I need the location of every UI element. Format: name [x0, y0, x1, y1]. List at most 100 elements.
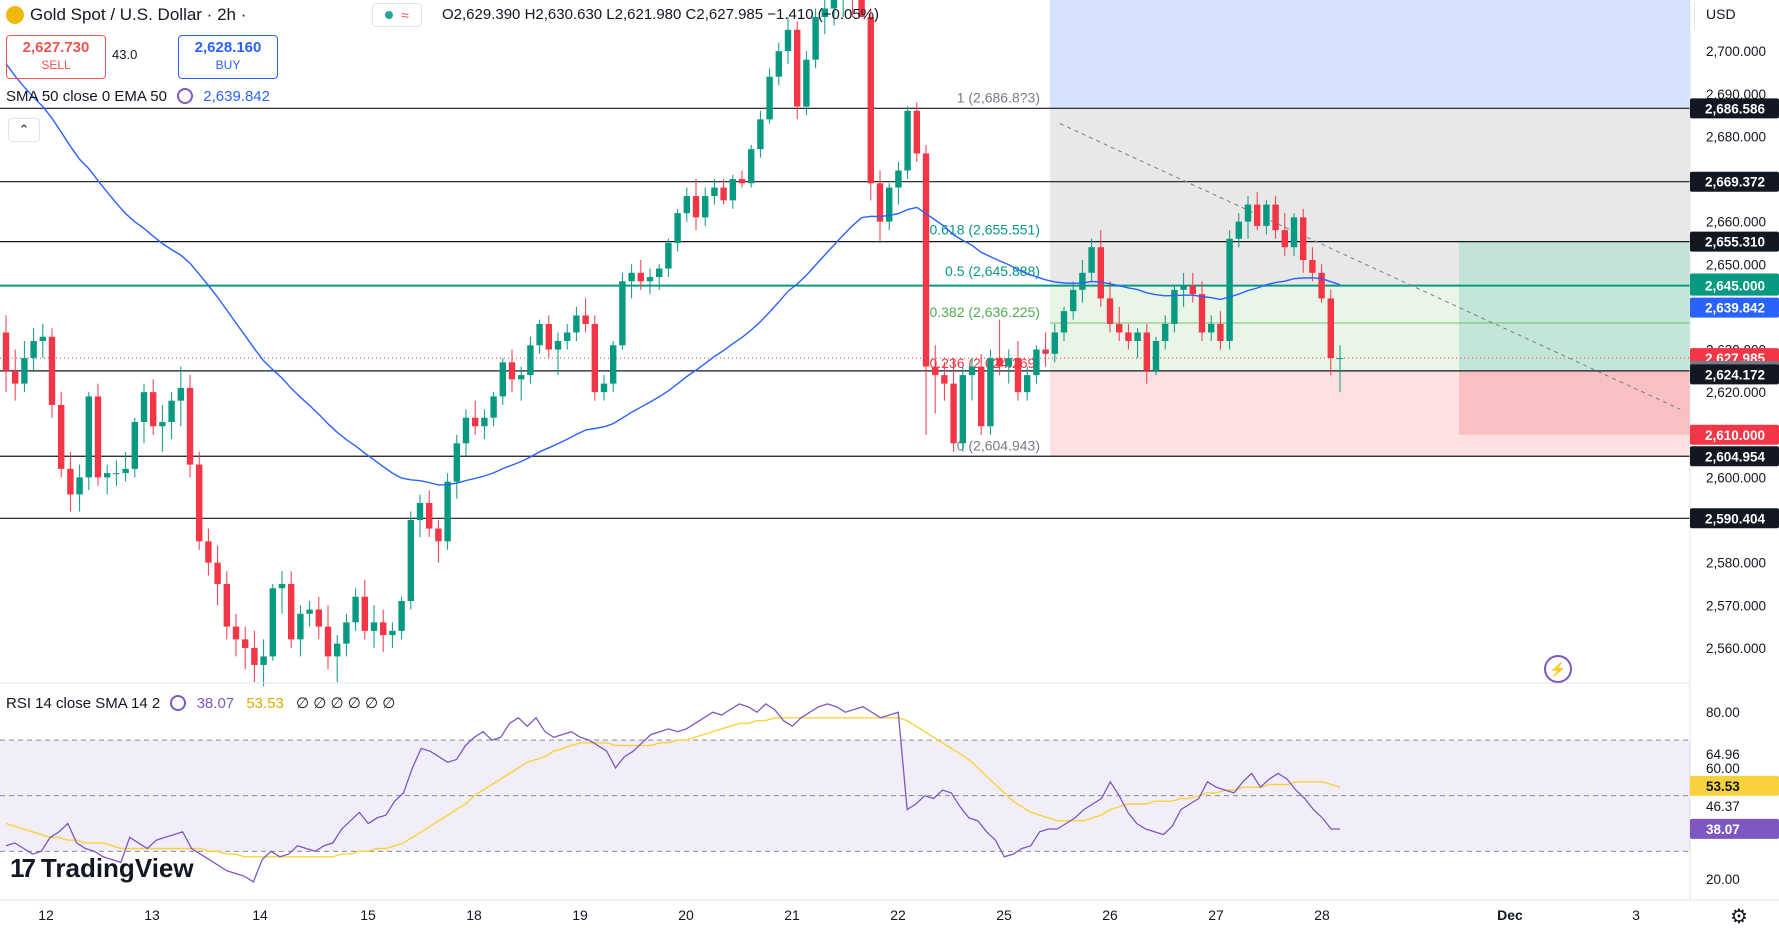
price-tick-label: 2,700.000: [1706, 44, 1766, 59]
tradingview-mark-icon: 17: [10, 853, 36, 883]
refresh-icon[interactable]: [177, 88, 194, 104]
candle-body: [830, 0, 838, 9]
price-badge-label: 2,645.000: [1705, 279, 1765, 294]
candle-body: [711, 187, 718, 197]
rsi-tick-label: 64.96: [1706, 747, 1740, 762]
refresh-icon[interactable]: [170, 695, 187, 711]
price-badge: [1690, 275, 1779, 296]
candle-body: [1060, 311, 1068, 333]
price-tick-label: 2,660.000: [1706, 215, 1766, 230]
candle-body: [794, 29, 801, 107]
rsi-badge-label: 38.07: [1706, 822, 1740, 837]
candle-body: [1162, 323, 1169, 341]
candle-body: [122, 468, 129, 474]
buy-button[interactable]: 2,628.160 BUY: [178, 35, 278, 79]
tradingview-logo[interactable]: 17 TradingView: [10, 853, 194, 884]
candle-body: [453, 443, 460, 482]
candle-body: [904, 110, 911, 171]
candle-body: [150, 392, 157, 427]
candle-body: [941, 375, 948, 384]
candle-body: [978, 366, 985, 427]
candle-body: [895, 170, 902, 188]
candle-body: [223, 583, 230, 627]
rsi-sma-line: [5, 717, 1341, 858]
candle-body: [1336, 358, 1344, 360]
candle-body: [628, 272, 635, 282]
candle-body: [784, 29, 792, 52]
candle-body: [1272, 204, 1279, 231]
time-tick-label: 28: [1314, 907, 1330, 923]
candle-body: [1051, 332, 1058, 354]
rsi-badge: [1690, 775, 1779, 796]
time-tick-label: Dec: [1497, 907, 1523, 923]
candle-body: [140, 392, 148, 422]
candle-body: [306, 609, 313, 614]
candle-body: [1116, 323, 1123, 333]
candle-body: [536, 323, 543, 346]
symbol-title[interactable]: Gold Spot / U.S. Dollar · 2h ·: [30, 5, 247, 24]
candle-body: [21, 358, 28, 384]
rsi-legend[interactable]: RSI 14 close SMA 14 2 38.07 53.53 ∅ ∅ ∅ …: [6, 694, 395, 712]
candle-body: [1318, 272, 1325, 299]
currency-label[interactable]: USD: [1706, 6, 1736, 22]
candle-body: [159, 421, 166, 427]
candle-body: [646, 277, 654, 282]
time-tick-label: 14: [252, 907, 268, 923]
candle-body: [1254, 204, 1261, 226]
candle-body: [610, 345, 617, 384]
fib-label: 0.618 (2,655.551): [929, 222, 1040, 238]
candle-body: [370, 622, 378, 631]
candle-body: [968, 366, 976, 376]
candle-body: [1208, 323, 1215, 333]
candle-body: [600, 383, 608, 393]
sell-label: SELL: [41, 58, 71, 72]
gear-icon[interactable]: ⚙: [1730, 906, 1748, 928]
rsi-tick-label: 80.00: [1706, 705, 1740, 720]
candle-body: [729, 179, 736, 201]
candle-body: [1134, 332, 1141, 341]
price-badge-label: 2,655.310: [1705, 235, 1765, 250]
candle-body: [168, 400, 175, 422]
market-status-control[interactable]: ≈: [372, 3, 422, 27]
candle-body: [104, 473, 111, 478]
fib-label: 1 (2,686.8?3): [957, 89, 1040, 105]
ma-legend[interactable]: SMA 50 close 0 EMA 50 2,639.842: [6, 88, 270, 105]
price-tick-label: 2,600.000: [1706, 470, 1766, 485]
time-tick-label: 22: [890, 907, 906, 923]
candle-body: [343, 622, 350, 644]
price-tick-label: 2,560.000: [1706, 641, 1766, 656]
candle-body: [757, 119, 764, 150]
currency-selector[interactable]: [1694, 2, 1779, 30]
candle-body: [1033, 349, 1040, 376]
time-tick-label: 19: [572, 907, 588, 923]
candle-body: [1106, 298, 1114, 324]
candle-body: [426, 502, 433, 529]
candle-body: [380, 622, 387, 636]
time-tick-label: 21: [784, 907, 800, 923]
candle-body: [996, 358, 1003, 367]
candle-body: [554, 341, 562, 350]
fib-label: 0 (2,604.943): [957, 437, 1040, 453]
sell-button[interactable]: 2,627.730 SELL: [6, 35, 106, 79]
symbol-header[interactable]: Gold Spot / U.S. Dollar · 2h ·: [0, 0, 246, 30]
collapse-legend-button[interactable]: ⌃: [8, 118, 40, 142]
candle-body: [67, 468, 74, 495]
price-badge-label: 2,686.586: [1705, 101, 1766, 116]
candle-body: [1189, 285, 1196, 295]
candle-body: [324, 626, 332, 657]
candle-body: [922, 153, 930, 367]
candle-body: [1309, 260, 1316, 273]
candle-body: [334, 643, 341, 657]
lightning-icon[interactable]: ⚡: [1544, 655, 1572, 683]
candle-body: [352, 596, 359, 623]
candle-body: [1171, 289, 1178, 324]
candle-body: [775, 51, 782, 77]
spread-value: 43.0: [112, 47, 138, 62]
candle-body: [656, 268, 663, 278]
price-badge-label: 2,669.372: [1705, 175, 1765, 190]
candle-body: [637, 272, 644, 282]
candle-body: [821, 8, 828, 18]
ohlc-readout: O2,629.390 H2,630.630 L2,621.980 C2,627.…: [442, 6, 880, 23]
